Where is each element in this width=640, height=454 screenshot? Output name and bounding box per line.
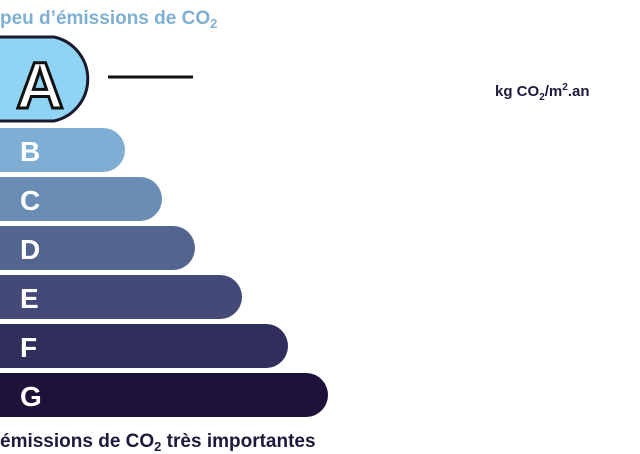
unit-sup: 2 [562,82,568,93]
class-c-letter: C [20,185,40,216]
footer-sub: 2 [154,439,161,454]
unit: kg CO2/m2.an [495,82,590,103]
footer-a: émissions de CO [0,431,154,452]
unit-c: .an [568,83,590,100]
header-text: peu d’émissions de CO [0,8,210,29]
class-g-letter: G [20,381,42,412]
footer: émissions de CO2 très importantes [0,431,316,454]
class-d-bar [0,226,195,270]
class-f-letter: F [20,332,37,363]
class-g-bar [0,373,328,417]
unit-b: /m [545,83,563,100]
header: peu d’émissions de CO2 [0,8,217,31]
unit-sub: 2 [539,92,545,103]
unit-a: kg CO [495,83,540,100]
class-b-bar [0,128,125,172]
footer-b: très importantes [161,431,315,452]
class-e-letter: E [20,283,39,314]
class-b-letter: B [20,136,40,167]
class-e-bar [0,275,242,319]
class-d-letter: D [20,234,40,265]
header-sub: 2 [210,16,217,31]
class-f-bar [0,324,288,368]
class-a-bar [0,35,90,123]
class-c-bar [0,177,162,221]
class-a-letter: A [16,48,64,122]
